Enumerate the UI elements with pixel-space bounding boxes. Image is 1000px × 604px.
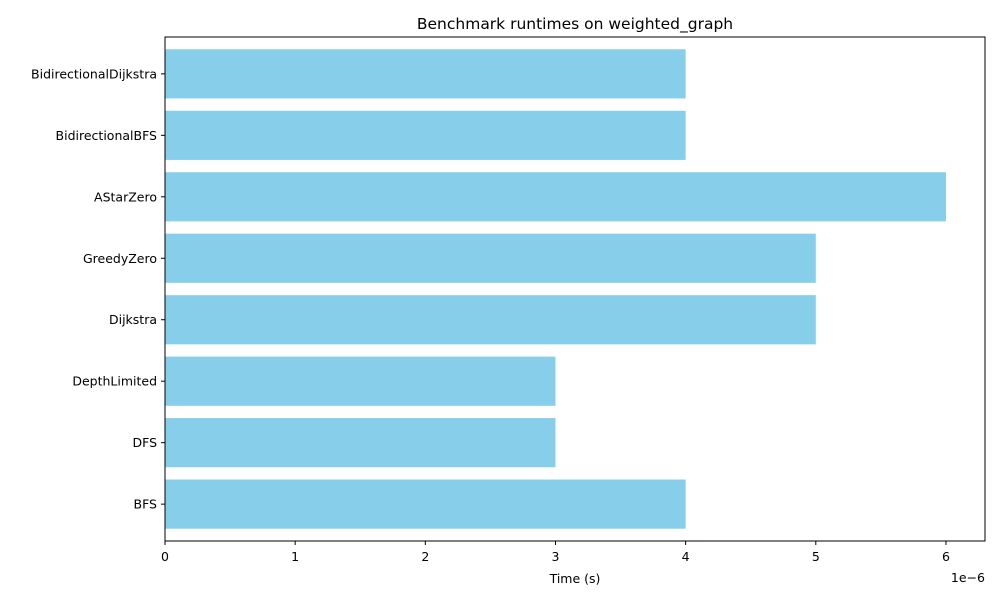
chart-title: Benchmark runtimes on weighted_graph: [417, 15, 733, 34]
y-tick-label: Dijkstra: [109, 312, 157, 327]
y-tick-label: BidirectionalBFS: [56, 128, 158, 143]
x-tick-label: 5: [812, 549, 820, 564]
y-tick-label: BFS: [134, 497, 158, 512]
y-tick-label: BidirectionalDijkstra: [31, 66, 157, 81]
x-axis-label: Time (s): [549, 571, 601, 586]
y-tick-label: GreedyZero: [83, 251, 157, 266]
x-tick-label: 1: [291, 549, 299, 564]
bar-bidirectionalbfs: [165, 110, 686, 160]
y-tick-label: DFS: [132, 435, 157, 450]
bar-bfs: [165, 479, 686, 529]
x-tick-label: 4: [682, 549, 690, 564]
bars-layer: [165, 49, 946, 529]
bar-astarzero: [165, 172, 946, 222]
x-tick-label: 3: [551, 549, 559, 564]
x-tick-label: 6: [942, 549, 950, 564]
bar-greedyzero: [165, 233, 816, 283]
bar-dfs: [165, 418, 556, 468]
y-axis-ticks: BFS DFS DepthLimited Dijkstra GreedyZero ASta…: [31, 66, 165, 512]
y-tick-label: AStarZero: [94, 189, 157, 204]
x-tick-label: 2: [421, 549, 429, 564]
x-tick-label: 0: [161, 549, 169, 564]
x-axis-offset-label: 1e−6: [951, 570, 985, 585]
bar-dijkstra: [165, 295, 816, 345]
y-tick-label: DepthLimited: [72, 374, 157, 389]
plot-frame: [164, 36, 986, 542]
bar-bidirectionaldijkstra: [165, 49, 686, 99]
bar-depthlimited: [165, 356, 556, 406]
x-axis-ticks: 0 1 2 3 4 5 6: [161, 541, 950, 564]
